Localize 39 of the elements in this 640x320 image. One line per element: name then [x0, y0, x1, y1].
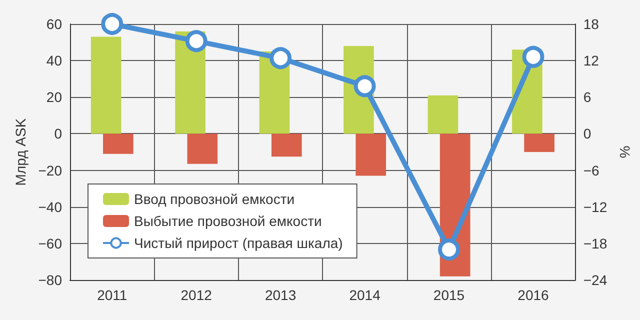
- point: [522, 46, 544, 68]
- y-tick-label: 20: [46, 89, 62, 106]
- y-tick-label: 0: [54, 126, 62, 142]
- y2-tick-label: 12: [583, 52, 600, 69]
- point: [185, 30, 208, 52]
- y-tick-label: −20: [38, 162, 62, 178]
- bar: [90, 36, 122, 134]
- bar: [271, 134, 302, 157]
- y-tick-label: 60: [46, 16, 62, 32]
- y2-tick-label: −12: [583, 198, 608, 215]
- y2-tick-label: 0: [583, 126, 592, 142]
- x-tick-label: 2014: [349, 287, 381, 303]
- y-axis-title: Млрд ASK: [12, 118, 28, 186]
- bar: [187, 134, 218, 164]
- legend-label: Выбытие провозной емкости: [134, 213, 322, 229]
- bar: [356, 134, 386, 176]
- bar: [103, 134, 134, 154]
- bar: [428, 95, 458, 134]
- point: [438, 238, 460, 261]
- y-tick-label: −60: [38, 235, 62, 252]
- point: [270, 47, 292, 70]
- y-tick-label: −40: [38, 198, 62, 215]
- bar: [524, 134, 554, 152]
- x-tick-label: 2016: [518, 287, 550, 303]
- y2-tick-label: 18: [583, 16, 600, 32]
- legend-label: Ввод провозной емкости: [134, 191, 295, 207]
- y2-tick-label: −18: [583, 235, 608, 252]
- x-tick-label: 2015: [433, 287, 465, 303]
- y-tick-label: 40: [46, 52, 62, 69]
- x-tick-label: 2012: [180, 287, 212, 303]
- y2-tick-label: −6: [583, 162, 600, 178]
- x-tick-label: 2013: [264, 287, 296, 303]
- legend-label: Чистый прирост (правая шкала): [134, 235, 343, 251]
- x-tick-label: 2011: [97, 287, 128, 303]
- y-tick-label: −80: [38, 272, 62, 288]
- y2-tick-label: 6: [583, 89, 592, 106]
- point: [101, 13, 124, 35]
- y2-axis-title: %: [617, 146, 633, 158]
- y2-tick-label: −24: [583, 272, 608, 288]
